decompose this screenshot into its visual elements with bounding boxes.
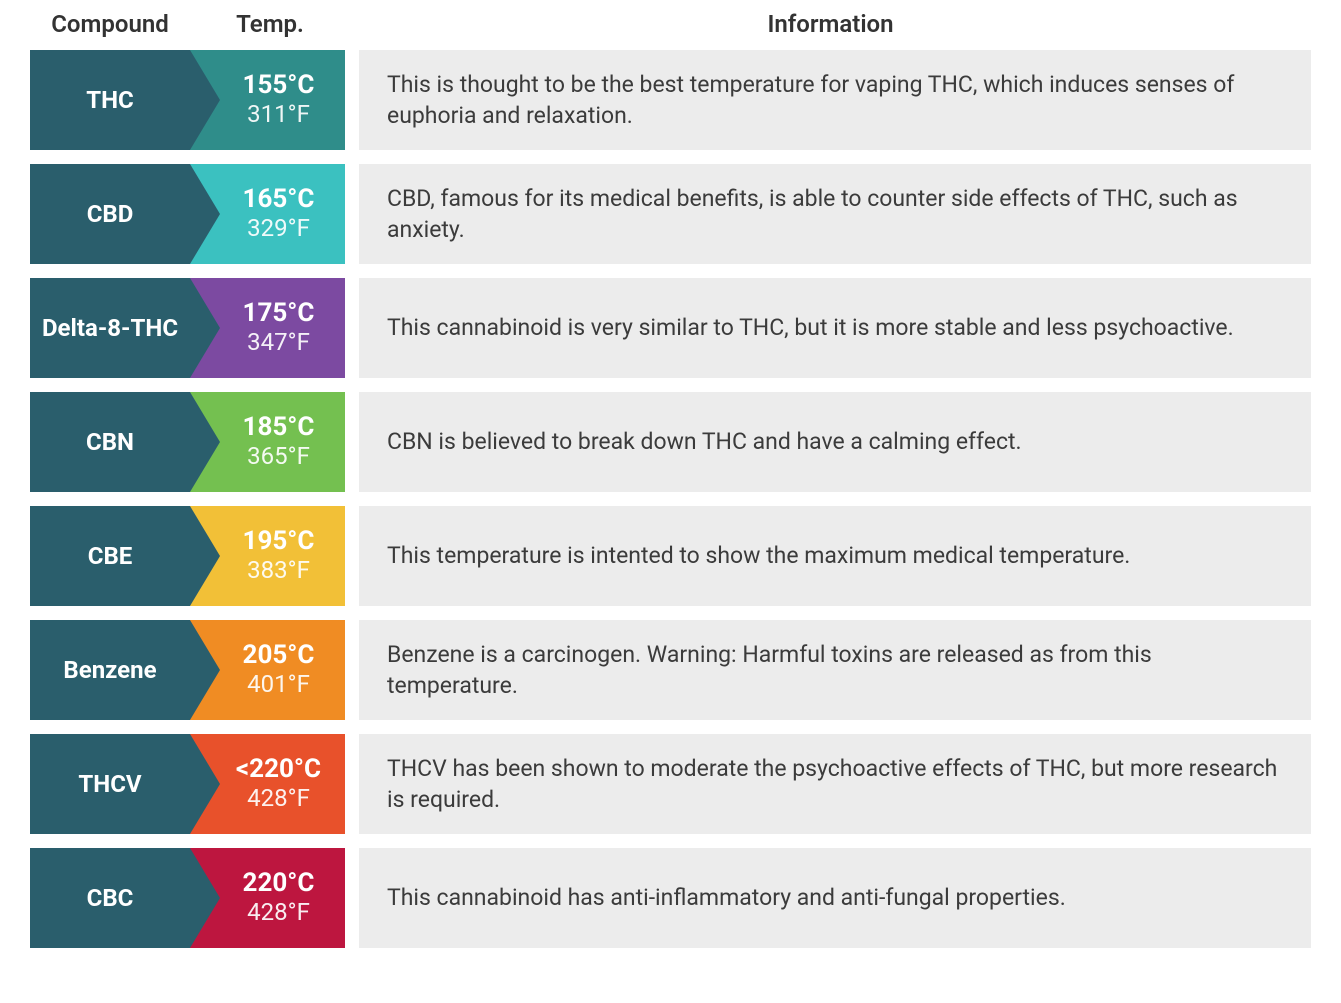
temp-fahrenheit: 311°F <box>247 101 310 129</box>
compound-cell: CBE <box>30 506 190 606</box>
table-row: CBN 185°C365°F CBN is believed to break do… <box>30 392 1311 492</box>
table-body: THC 155°C311°F This is thought to be the b… <box>30 50 1311 948</box>
temp-celsius: 220°C <box>243 869 315 899</box>
table-row: Benzene 205°C401°F Benzene is a carcinogen… <box>30 620 1311 720</box>
temp-fahrenheit: 329°F <box>247 215 310 243</box>
table-row: CBE 195°C383°F This temperature is intente… <box>30 506 1311 606</box>
header-info: Information <box>350 10 1311 38</box>
temp-fahrenheit: 365°F <box>247 443 310 471</box>
info-cell: Benzene is a carcinogen. Warning: Harmfu… <box>359 620 1311 720</box>
compound-cell: CBC <box>30 848 190 948</box>
temp-celsius: 195°C <box>243 527 315 557</box>
compound-cell: Delta-8-THC <box>30 278 190 378</box>
table-row: THCV <220°C428°F THCV has been shown to mo… <box>30 734 1311 834</box>
info-cell: This cannabinoid is very similar to THC,… <box>359 278 1311 378</box>
temp-fahrenheit: 428°F <box>247 785 310 813</box>
temp-celsius: 155°C <box>243 71 315 101</box>
header-temp: Temp. <box>190 10 350 38</box>
info-cell: CBD, famous for its medical benefits, is… <box>359 164 1311 264</box>
compound-cell: CBD <box>30 164 190 264</box>
temp-fahrenheit: 347°F <box>247 329 310 357</box>
temp-fahrenheit: 401°F <box>247 671 310 699</box>
header-compound: Compound <box>30 10 190 38</box>
temp-fahrenheit: 428°F <box>247 899 310 927</box>
info-cell: This cannabinoid has anti-inflammatory a… <box>359 848 1311 948</box>
temp-celsius: 205°C <box>243 641 315 671</box>
compound-cell: CBN <box>30 392 190 492</box>
table-row: THC 155°C311°F This is thought to be the b… <box>30 50 1311 150</box>
temp-celsius: 165°C <box>243 185 315 215</box>
compound-cell: Benzene <box>30 620 190 720</box>
table-header-row: Compound Temp. Information <box>30 10 1311 38</box>
info-cell: This is thought to be the best temperatu… <box>359 50 1311 150</box>
table-row: CBD 165°C329°F CBD, famous for its medical… <box>30 164 1311 264</box>
info-cell: THCV has been shown to moderate the psyc… <box>359 734 1311 834</box>
info-cell: This temperature is intented to show the… <box>359 506 1311 606</box>
temp-fahrenheit: 383°F <box>247 557 310 585</box>
temp-celsius: 185°C <box>243 413 315 443</box>
table-row: CBC 220°C428°F This cannabinoid has anti-i… <box>30 848 1311 948</box>
compound-cell: THC <box>30 50 190 150</box>
table-row: Delta-8-THC 175°C347°F This cannabinoid is… <box>30 278 1311 378</box>
compound-table: Compound Temp. Information THC 155°C311°F… <box>0 0 1341 992</box>
temp-celsius: 175°C <box>243 299 315 329</box>
info-cell: CBN is believed to break down THC and ha… <box>359 392 1311 492</box>
compound-cell: THCV <box>30 734 190 834</box>
temp-celsius: <220°C <box>236 755 321 785</box>
